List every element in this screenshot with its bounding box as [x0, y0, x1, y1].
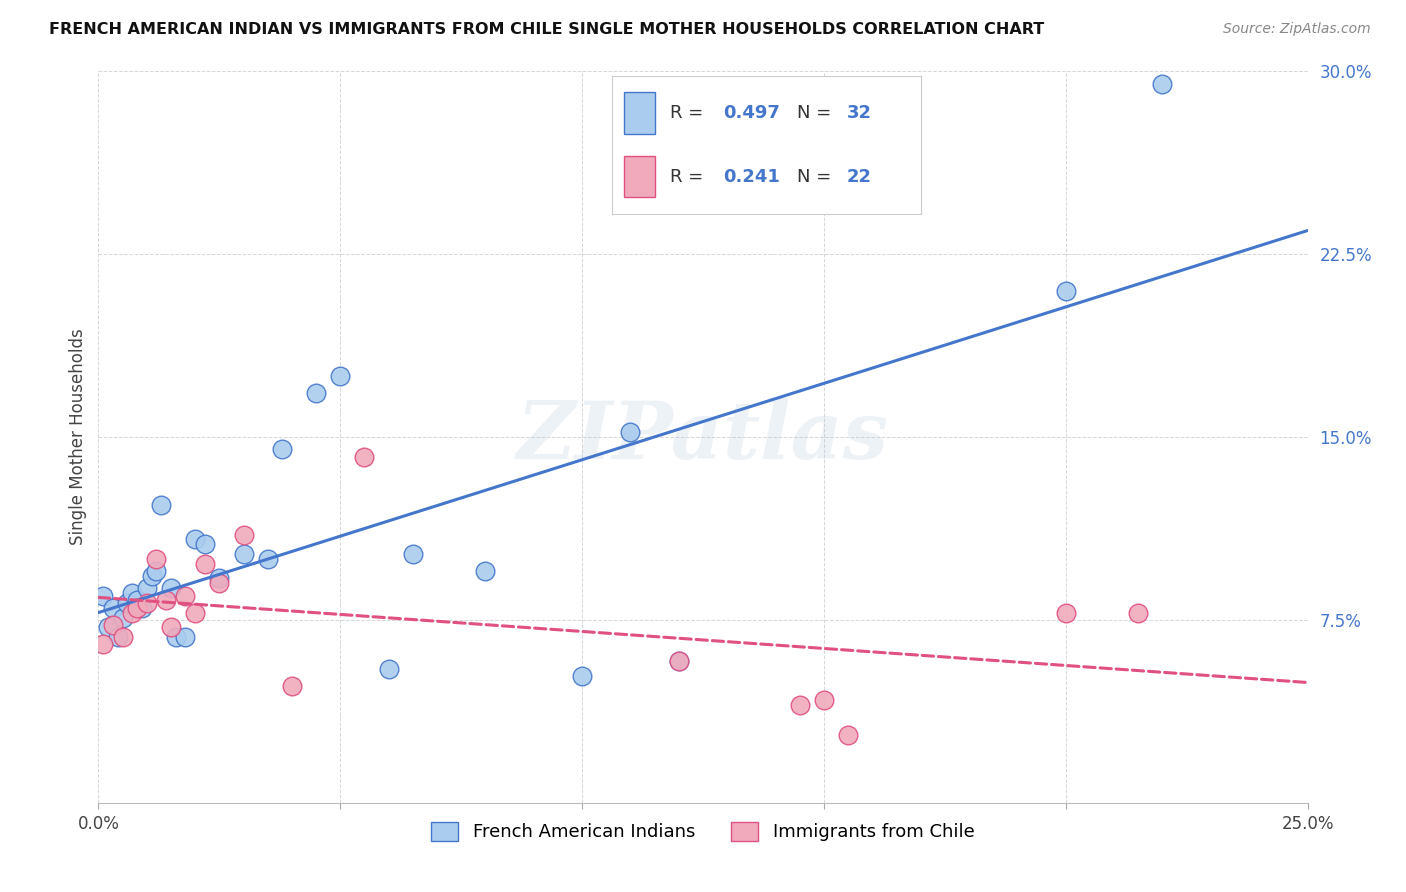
Point [127, 600, 149, 615]
Point [111, 610, 134, 624]
Bar [624, 156, 655, 197]
Point [111, 630, 134, 644]
Point [837, 727, 859, 741]
Point [91, 637, 114, 651]
Point [1054, 284, 1077, 298]
Point [208, 572, 231, 586]
Point [174, 589, 197, 603]
Point [184, 533, 207, 547]
Text: N =: N = [797, 168, 837, 186]
Point [184, 606, 207, 620]
Point [353, 450, 375, 464]
Text: N =: N = [797, 104, 837, 122]
Legend: French American Indians, Immigrants from Chile: French American Indians, Immigrants from… [425, 814, 981, 848]
Point [813, 693, 835, 707]
Point [571, 669, 593, 683]
Point [256, 552, 278, 566]
Point [271, 442, 294, 457]
Point [174, 630, 197, 644]
Point [141, 569, 163, 583]
Text: R =: R = [671, 168, 710, 186]
Text: 32: 32 [846, 104, 872, 122]
Point [97, 620, 120, 634]
Point [1128, 606, 1150, 620]
Text: FRENCH AMERICAN INDIAN VS IMMIGRANTS FROM CHILE SINGLE MOTHER HOUSEHOLDS CORRELA: FRENCH AMERICAN INDIAN VS IMMIGRANTS FRO… [49, 22, 1045, 37]
Point [150, 499, 173, 513]
Point [232, 547, 254, 561]
Text: 0.241: 0.241 [723, 168, 780, 186]
Point [619, 425, 641, 440]
Point [145, 564, 167, 578]
Point [668, 654, 690, 668]
Point [668, 654, 690, 668]
Text: ZIPatlas: ZIPatlas [517, 399, 889, 475]
Point [101, 617, 124, 632]
Point [1152, 77, 1174, 91]
Point [329, 369, 352, 384]
Text: 22: 22 [846, 168, 872, 186]
Point [402, 547, 425, 561]
Point [135, 596, 157, 610]
Point [121, 606, 143, 620]
Point [145, 552, 167, 566]
Text: Source: ZipAtlas.com: Source: ZipAtlas.com [1223, 22, 1371, 37]
Text: 0.497: 0.497 [723, 104, 780, 122]
Point [194, 557, 217, 571]
Point [305, 386, 328, 401]
Point [91, 589, 114, 603]
Point [1054, 606, 1077, 620]
Point [281, 679, 304, 693]
Point [165, 630, 187, 644]
Point [155, 593, 177, 607]
Bar [624, 93, 655, 134]
Text: R =: R = [671, 104, 710, 122]
Point [117, 596, 139, 610]
Point [160, 620, 183, 634]
Point [377, 662, 399, 676]
Point [789, 698, 811, 713]
Point [135, 581, 157, 595]
Point [194, 537, 217, 551]
Point [107, 630, 129, 644]
Point [474, 564, 496, 578]
Point [232, 527, 254, 541]
Point [121, 586, 143, 600]
Point [127, 593, 149, 607]
Point [101, 600, 124, 615]
Y-axis label: Single Mother Households: Single Mother Households [69, 329, 87, 545]
Point [208, 576, 231, 591]
Point [160, 581, 183, 595]
Point [131, 600, 153, 615]
